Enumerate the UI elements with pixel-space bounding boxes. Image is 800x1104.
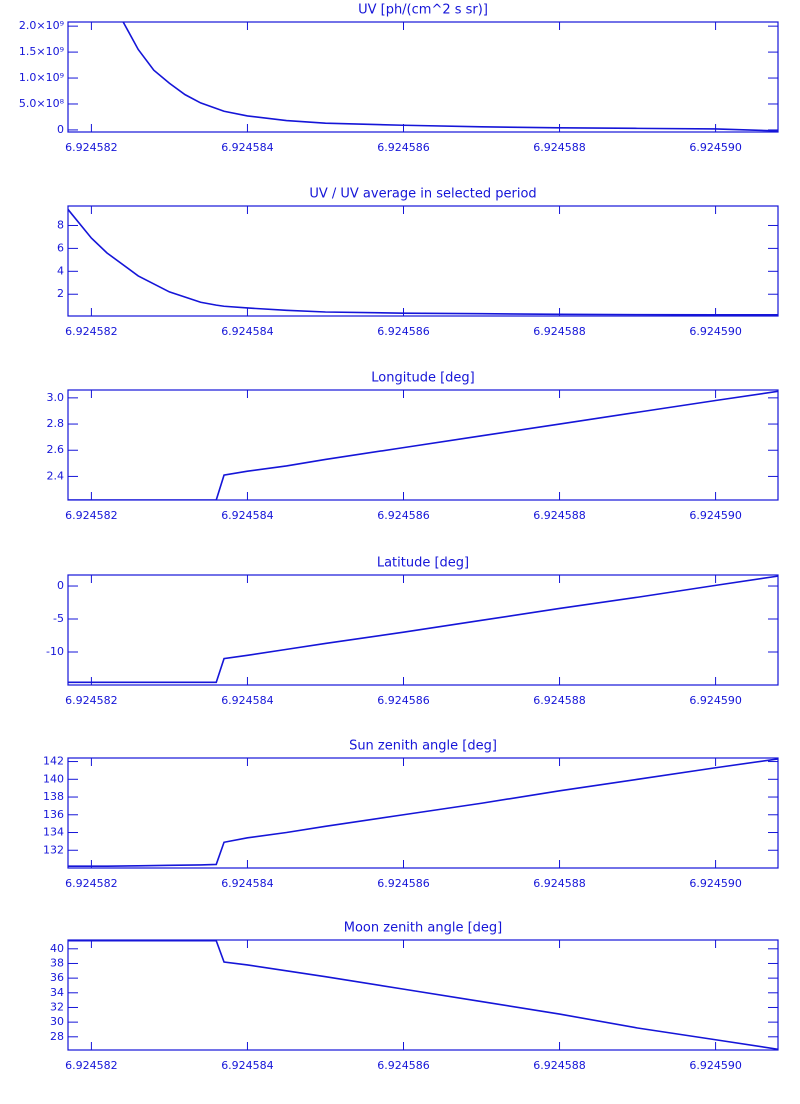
y-tick-label: -5 xyxy=(53,612,64,625)
plot-frame xyxy=(67,21,779,133)
y-tick-label: -10 xyxy=(46,645,64,658)
y-tick-label: 132 xyxy=(43,843,64,856)
y-tick-label: 0 xyxy=(57,579,64,592)
plot-frame xyxy=(67,757,779,869)
x-tick-label: 6.924588 xyxy=(533,325,586,338)
chart-title: UV / UV average in selected period xyxy=(309,187,536,202)
y-tick-label: 1.5×10⁹ xyxy=(19,45,64,58)
x-tick-label: 6.924586 xyxy=(377,694,430,707)
x-tick-label: 6.924588 xyxy=(533,877,586,890)
y-tick-label: 5.0×10⁸ xyxy=(19,97,65,110)
x-tick-label: 6.924586 xyxy=(377,1059,430,1072)
x-tick-label: 6.924586 xyxy=(377,325,430,338)
y-tick-label: 36 xyxy=(50,971,64,984)
x-tick-label: 6.924590 xyxy=(689,1059,742,1072)
data-line xyxy=(122,22,778,132)
x-tick-label: 6.924588 xyxy=(533,141,586,154)
data-line xyxy=(68,208,778,316)
plot-frame xyxy=(67,205,779,317)
plot-frame xyxy=(67,389,779,501)
y-tick-label: 136 xyxy=(43,808,64,821)
x-tick-label: 6.924590 xyxy=(689,325,742,338)
x-tick-label: 6.924586 xyxy=(377,141,430,154)
x-tick-label: 6.924582 xyxy=(65,509,118,522)
y-tick-label: 2 xyxy=(57,287,64,300)
y-tick-label: 2.6 xyxy=(47,443,65,456)
y-tick-label: 28 xyxy=(50,1030,64,1043)
y-tick-label: 6 xyxy=(57,241,64,254)
y-tick-label: 8 xyxy=(57,218,64,231)
x-tick-label: 6.924582 xyxy=(65,1059,118,1072)
x-tick-label: 6.924590 xyxy=(689,509,742,522)
y-tick-label: 3.0 xyxy=(47,391,65,404)
chart-title: Moon zenith angle [deg] xyxy=(344,921,502,936)
y-tick-label: 138 xyxy=(43,790,64,803)
chart-title: Longitude [deg] xyxy=(371,371,474,386)
y-tick-label: 30 xyxy=(50,1015,64,1028)
chart-title: Latitude [deg] xyxy=(377,556,469,571)
data-line xyxy=(68,575,778,684)
x-tick-label: 6.924586 xyxy=(377,509,430,522)
x-tick-label: 6.924582 xyxy=(65,877,118,890)
x-tick-label: 6.924588 xyxy=(533,509,586,522)
y-tick-label: 142 xyxy=(43,755,64,768)
y-tick-label: 38 xyxy=(50,956,64,969)
data-line xyxy=(68,390,778,500)
y-tick-label: 0 xyxy=(57,123,64,136)
x-tick-label: 6.924584 xyxy=(221,141,274,154)
data-line xyxy=(68,940,778,1050)
y-tick-label: 134 xyxy=(43,826,64,839)
y-tick-label: 140 xyxy=(43,772,64,785)
x-tick-label: 6.924582 xyxy=(65,141,118,154)
y-tick-label: 2.4 xyxy=(47,469,65,482)
chart-title: Sun zenith angle [deg] xyxy=(349,739,497,754)
y-tick-label: 2.0×10⁹ xyxy=(19,19,64,32)
x-tick-label: 6.924584 xyxy=(221,509,274,522)
x-tick-label: 6.924582 xyxy=(65,694,118,707)
x-tick-label: 6.924584 xyxy=(221,877,274,890)
x-tick-label: 6.924590 xyxy=(689,694,742,707)
data-line xyxy=(68,758,778,868)
plot-frame xyxy=(67,574,779,686)
chart-title: UV [ph/(cm^2 s sr)] xyxy=(358,3,488,18)
x-tick-label: 6.924590 xyxy=(689,877,742,890)
y-tick-label: 2.8 xyxy=(47,417,65,430)
plot-frame xyxy=(67,939,779,1051)
y-tick-label: 34 xyxy=(50,986,64,999)
x-tick-label: 6.924590 xyxy=(689,141,742,154)
y-tick-label: 40 xyxy=(50,942,64,955)
x-tick-label: 6.924582 xyxy=(65,325,118,338)
y-tick-label: 1.0×10⁹ xyxy=(19,71,64,84)
x-tick-label: 6.924588 xyxy=(533,1059,586,1072)
x-tick-label: 6.924584 xyxy=(221,325,274,338)
y-tick-label: 4 xyxy=(57,264,64,277)
y-tick-label: 32 xyxy=(50,1000,64,1013)
x-tick-label: 6.924586 xyxy=(377,877,430,890)
x-tick-label: 6.924584 xyxy=(221,1059,274,1072)
x-tick-label: 6.924584 xyxy=(221,694,274,707)
x-tick-label: 6.924588 xyxy=(533,694,586,707)
